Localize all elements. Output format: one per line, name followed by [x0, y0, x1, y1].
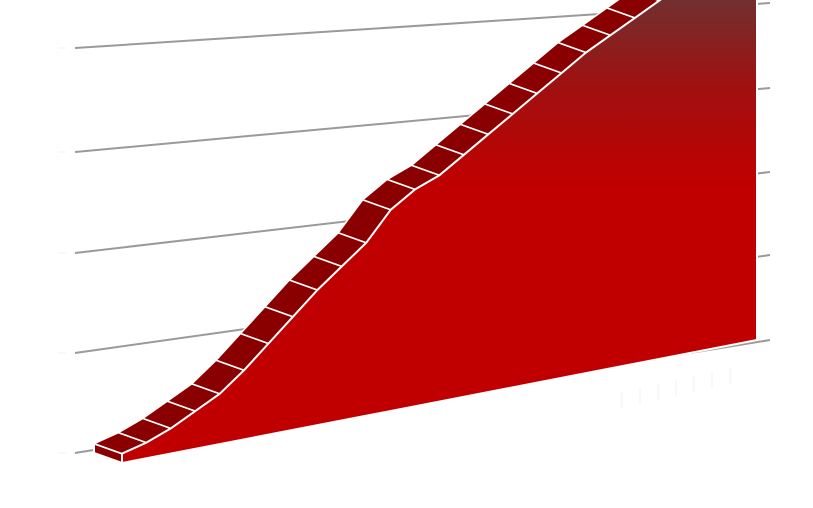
axis-ticks — [58, 47, 731, 454]
area-front-face — [121, 0, 758, 464]
area-series — [93, 0, 758, 464]
